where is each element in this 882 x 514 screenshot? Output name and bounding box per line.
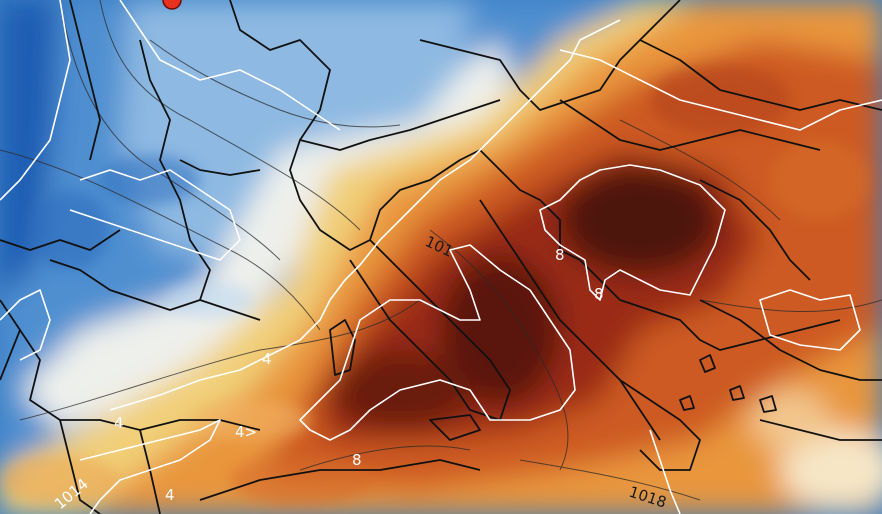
isotherm-4-turkey	[759, 289, 861, 351]
isotherm-4-aegean	[649, 429, 681, 514]
isotherm-label-bosnia: 8	[555, 246, 565, 264]
isotherm-label-spain-b: 4>	[235, 423, 257, 441]
isotherm-0-west	[0, 0, 71, 201]
isotherm-label-iberia: 4	[165, 486, 175, 504]
isotherm-0-center	[69, 169, 241, 261]
isotherm-8-italy	[299, 244, 576, 441]
isotherm-label-spain-a: 4	[114, 414, 124, 432]
isotherm-label-france: 4	[262, 350, 272, 368]
location-marker	[162, 0, 182, 10]
isotherm-4-east	[559, 49, 882, 131]
isotherm-4-south	[109, 264, 361, 411]
isotherm-4-iberia	[79, 419, 221, 514]
isotherm-8-balkans	[539, 164, 726, 301]
isotherm-label-balkans: 8	[594, 285, 604, 303]
isotherm-0-far-west	[0, 289, 51, 361]
isotherm-label-italy: 8	[352, 451, 362, 469]
isotherm-4-north	[359, 19, 621, 266]
isobar-lines	[0, 0, 882, 501]
isotherm-0-north	[119, 0, 341, 131]
